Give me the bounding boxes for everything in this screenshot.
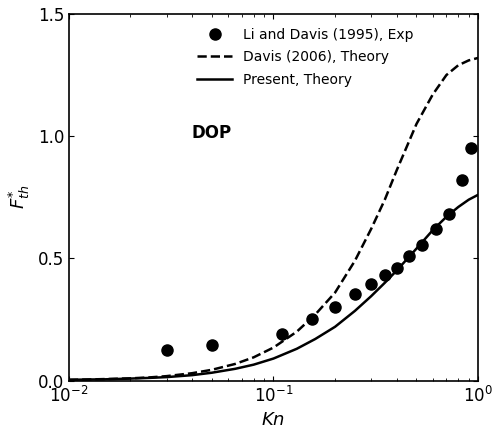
Li and Davis (1995), Exp [352,291,358,296]
Li and Davis (1995), Exp [432,226,438,232]
Davis (2006), Theory [164,374,170,379]
Legend: Li and Davis (1995), Exp, Davis (2006), Theory, Present, Theory: Li and Davis (1995), Exp, Davis (2006), … [190,21,420,93]
Present, Theory [394,268,400,273]
Line: Li and Davis (1995), Exp: Li and Davis (1995), Exp [161,143,476,355]
Li and Davis (1995), Exp [446,212,452,217]
Present, Theory [368,293,374,299]
Present, Theory [456,204,462,210]
Davis (2006), Theory [368,226,374,232]
Li and Davis (1995), Exp [209,343,215,348]
Present, Theory [382,280,388,286]
Davis (2006), Theory [148,375,154,380]
Davis (2006), Theory [250,355,256,360]
Present, Theory [250,362,256,367]
Davis (2006), Theory [209,367,215,372]
Li and Davis (1995), Exp [458,177,464,183]
Davis (2006), Theory [430,92,436,97]
Y-axis label: $F_{th}^{*}$: $F_{th}^{*}$ [7,185,32,209]
Present, Theory [164,375,170,380]
Present, Theory [189,372,195,378]
Li and Davis (1995), Exp [332,305,338,310]
Li and Davis (1995), Exp [310,317,316,322]
Davis (2006), Theory [128,376,134,381]
Present, Theory [294,346,300,351]
Present, Theory [148,375,154,381]
Davis (2006), Theory [444,72,450,78]
Present, Theory [466,197,471,202]
Present, Theory [128,376,134,381]
Present, Theory [430,228,436,233]
Line: Present, Theory: Present, Theory [69,195,478,380]
Davis (2006), Theory [414,121,420,126]
Present, Theory [312,337,318,342]
Davis (2006), Theory [294,329,300,334]
Davis (2006), Theory [456,63,462,68]
Present, Theory [332,324,338,329]
Davis (2006), Theory [312,312,318,317]
Li and Davis (1995), Exp [382,273,388,278]
Present, Theory [66,377,72,382]
Davis (2006), Theory [394,168,400,173]
Present, Theory [232,366,238,371]
Davis (2006), Theory [189,371,195,376]
Davis (2006), Theory [66,377,72,382]
Present, Theory [82,377,88,382]
Davis (2006), Theory [82,377,88,382]
Present, Theory [352,308,358,313]
Davis (2006), Theory [382,197,388,202]
Li and Davis (1995), Exp [418,242,424,248]
Present, Theory [270,356,276,361]
Davis (2006), Theory [352,258,358,263]
Davis (2006), Theory [102,376,108,382]
Li and Davis (1995), Exp [468,146,473,151]
Davis (2006), Theory [270,345,276,350]
Li and Davis (1995), Exp [394,266,400,271]
Present, Theory [209,370,215,375]
Line: Davis (2006), Theory: Davis (2006), Theory [69,58,478,380]
Present, Theory [414,246,420,251]
Present, Theory [102,377,108,382]
Davis (2006), Theory [232,361,238,367]
Li and Davis (1995), Exp [279,331,285,337]
Davis (2006), Theory [475,55,481,61]
Li and Davis (1995), Exp [164,347,170,353]
Present, Theory [444,214,450,219]
Davis (2006), Theory [466,58,471,63]
Present, Theory [475,192,481,198]
X-axis label: $Kn$: $Kn$ [262,411,285,429]
Text: DOP: DOP [192,124,232,142]
Li and Davis (1995), Exp [406,253,412,259]
Li and Davis (1995), Exp [368,281,374,286]
Davis (2006), Theory [332,290,338,295]
